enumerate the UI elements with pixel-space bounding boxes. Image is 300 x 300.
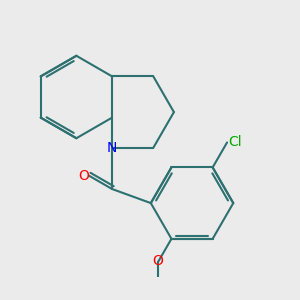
Text: N: N — [107, 141, 117, 155]
Text: O: O — [79, 169, 90, 183]
Text: Cl: Cl — [228, 135, 242, 149]
Text: O: O — [153, 254, 164, 268]
